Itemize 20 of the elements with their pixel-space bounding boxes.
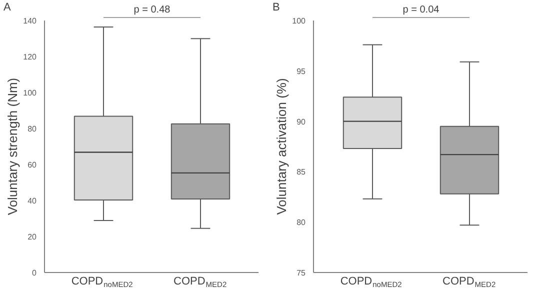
y-tick-label: 100 — [292, 16, 306, 26]
y-axis-title: Voluntary activation (%) — [274, 78, 289, 215]
y-tick-label: 95 — [296, 66, 306, 76]
y-tick-label: 20 — [28, 232, 38, 242]
y-tick-label: 120 — [23, 52, 38, 62]
y-tick-label: 40 — [28, 196, 38, 206]
y-tick-label: 75 — [296, 268, 306, 278]
y-tick-label: 60 — [28, 160, 38, 170]
y-tick-label: 80 — [296, 218, 306, 228]
text: p = 0.04 — [402, 4, 440, 16]
y-axis-title: Voluntary strength (Nm) — [5, 78, 20, 216]
text: p = 0.48 — [134, 4, 171, 16]
y-tick-label: 0 — [32, 268, 38, 278]
y-tick-label: 85 — [296, 168, 306, 177]
chart-title: B — [272, 2, 280, 14]
y-tick-label: 90 — [296, 117, 306, 126]
y-tick-label: 100 — [23, 88, 38, 98]
chart-title: A — [4, 2, 12, 14]
y-tick-label: 140 — [23, 16, 38, 26]
y-tick-label: 80 — [28, 124, 38, 134]
